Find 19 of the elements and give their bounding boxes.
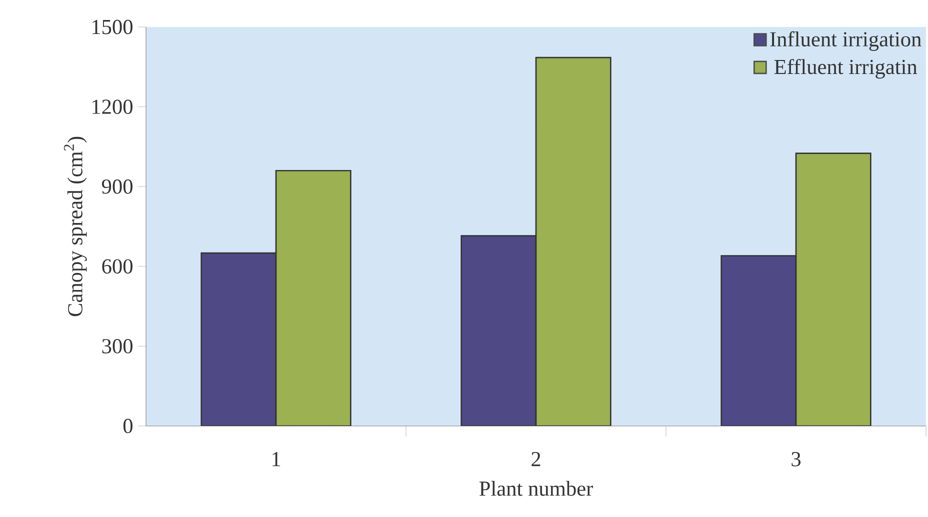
x-tick-label: 1	[272, 452, 280, 466]
x-axis-title: Plant number	[479, 480, 594, 496]
bar	[460, 235, 537, 426]
bar	[795, 152, 872, 426]
y-tick-label: 600	[102, 259, 132, 274]
legend-label: Effluent irrigatin	[774, 58, 918, 79]
bar	[535, 56, 612, 426]
bar	[200, 252, 277, 426]
bar	[275, 170, 352, 426]
y-tick-label: 1500	[92, 20, 132, 34]
y-tick-label: 1200	[92, 100, 132, 114]
y-tick-label: 0	[123, 418, 132, 434]
x-tick-label: 3	[792, 452, 800, 466]
y-tick-label: 300	[102, 339, 132, 354]
y-tick-label: 900	[102, 179, 132, 194]
bar	[720, 255, 797, 426]
legend-label: Influent irrigation	[770, 31, 922, 51]
y-axis-title: Canopy spread (cm$^{2}$)	[64, 136, 87, 316]
x-tick-label: 2	[532, 452, 540, 466]
